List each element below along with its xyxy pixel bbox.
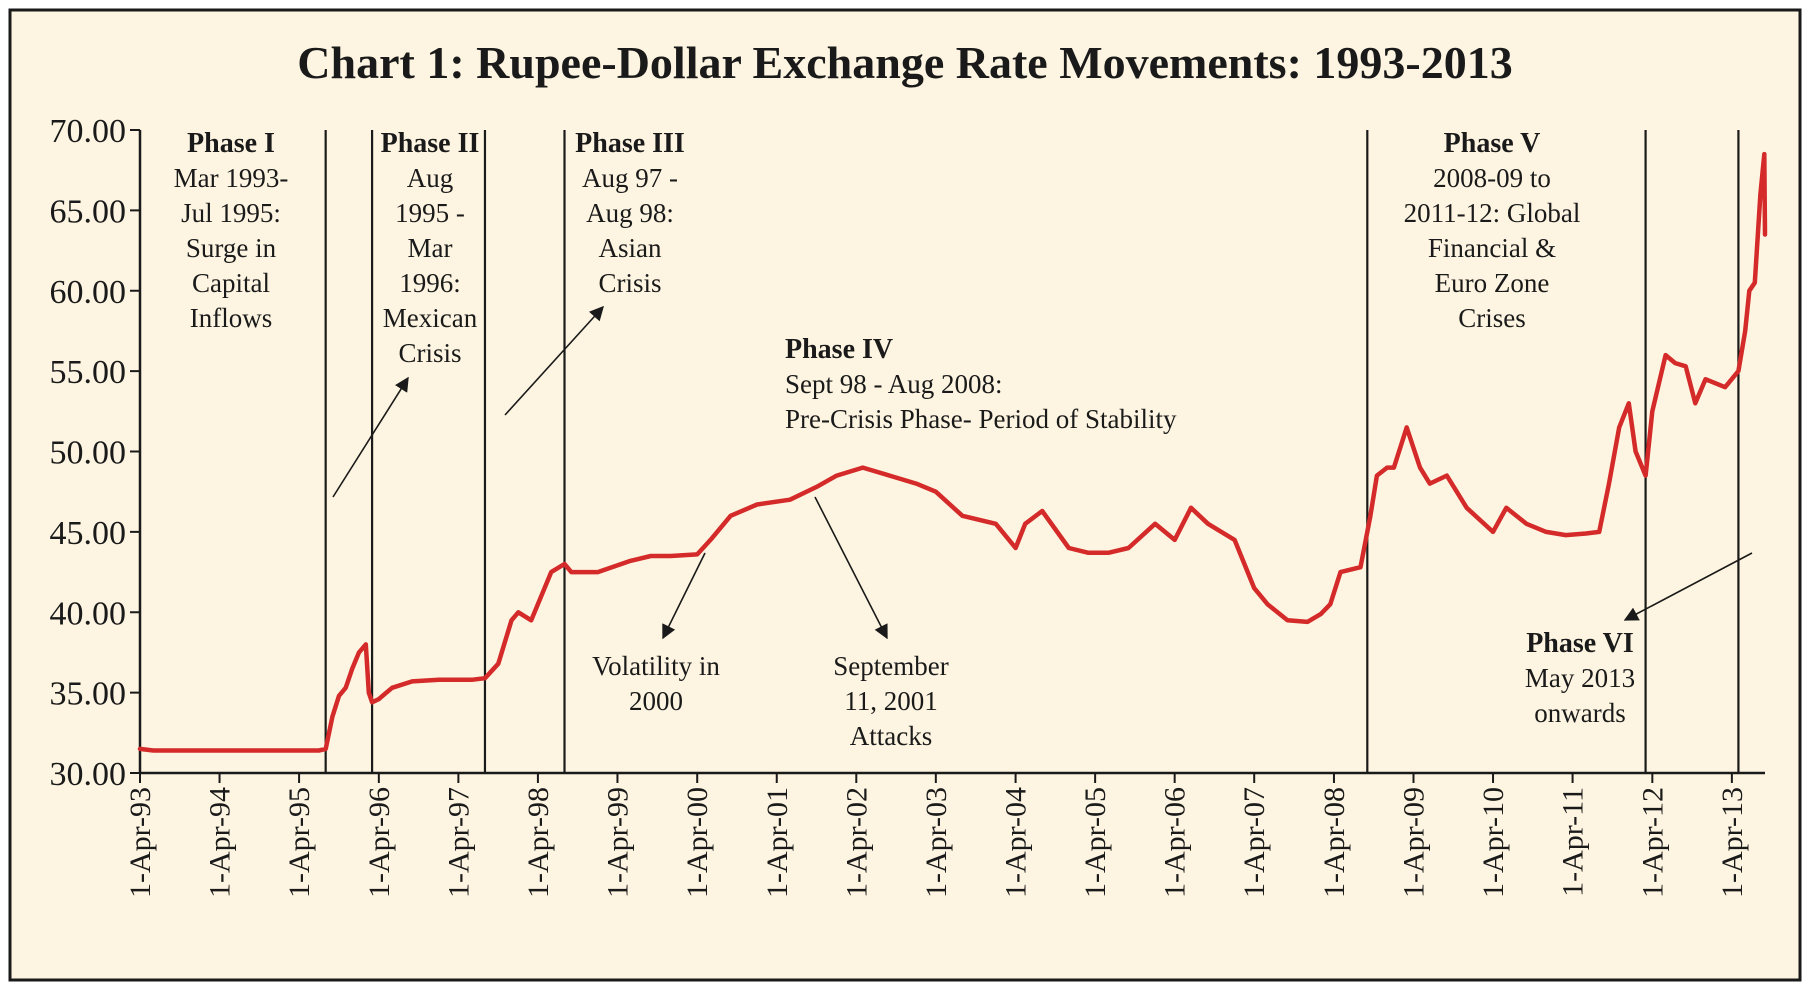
x-tick-label: 1-Apr-94 — [204, 787, 237, 898]
x-tick-label: 1-Apr-10 — [1477, 787, 1510, 898]
x-tick-label: 1-Apr-02 — [840, 787, 873, 898]
phase-6-line: onwards — [1534, 698, 1625, 728]
phase-3-line: Aug 97 - — [582, 163, 678, 193]
phase-3-title: Phase III — [575, 128, 685, 159]
phase-6-line: May 2013 — [1525, 663, 1635, 693]
phase-2-line: Mar — [408, 233, 453, 263]
x-tick-label: 1-Apr-98 — [522, 787, 555, 898]
annotation-arrow — [1623, 552, 1753, 621]
phase-1-title: Phase I — [187, 128, 275, 159]
x-tick-label: 1-Apr-12 — [1636, 787, 1669, 898]
phase-1-line: Surge in — [186, 233, 277, 263]
phase-4-title: Phase IV — [785, 334, 893, 365]
phase-2-line: Aug — [407, 163, 454, 193]
phase-2-line: 1995 - — [395, 198, 465, 228]
x-tick-label: 1-Apr-99 — [601, 787, 634, 898]
x-tick-label: 1-Apr-08 — [1318, 787, 1351, 898]
phase-2-line: Crisis — [398, 338, 461, 368]
x-tick-label: 1-Apr-00 — [681, 787, 714, 898]
phase-2-line: 1996: — [399, 268, 461, 298]
annotation-arrow — [504, 305, 604, 416]
x-tick-label: 1-Apr-13 — [1716, 787, 1749, 898]
y-tick-label: 60.00 — [50, 274, 127, 311]
phase-3-line: Asian — [599, 233, 662, 263]
phase-4-line: Pre-Crisis Phase- Period of Stability — [785, 404, 1177, 434]
y-tick-label: 50.00 — [50, 435, 127, 472]
sept-11-line: September — [833, 651, 948, 681]
phase-1-line: Inflows — [190, 303, 273, 333]
y-tick-label: 70.00 — [50, 113, 127, 150]
phase-1-line: Capital — [192, 268, 270, 298]
x-tick-label: 1-Apr-05 — [1079, 787, 1112, 898]
y-tick-label: 55.00 — [50, 354, 127, 391]
phase-2-line: Mexican — [383, 303, 478, 333]
exchange-rate-series-line — [137, 151, 1768, 753]
annotation-arrow — [814, 496, 888, 640]
volatility-2000-line: Volatility in — [592, 651, 720, 681]
y-tick-label: 30.00 — [50, 756, 127, 793]
x-tick-label: 1-Apr-07 — [1238, 787, 1271, 898]
phase-5-line: 2011-12: Global — [1404, 198, 1581, 228]
y-tick-label: 45.00 — [50, 515, 127, 552]
phase-5-line: Crises — [1458, 303, 1526, 333]
annotation-arrow — [662, 552, 706, 640]
phase-2-title: Phase II — [381, 128, 480, 159]
chart-background — [8, 8, 1802, 982]
sept-11-line: 11, 2001 — [844, 686, 938, 716]
phase-5-line: 2008-09 to — [1433, 163, 1551, 193]
y-tick-label: 40.00 — [50, 595, 127, 632]
sept-11-line: Attacks — [850, 721, 932, 751]
chart-title: Chart 1: Rupee-Dollar Exchange Rate Move… — [297, 37, 1512, 88]
x-tick-label: 1-Apr-03 — [920, 787, 953, 898]
y-tick-label: 65.00 — [50, 193, 127, 230]
volatility-2000-line: 2000 — [629, 686, 683, 716]
plot-area: 30.00 35.00 40.00 45.00 50.00 55.00 60.00 65.00… — [50, 113, 1768, 898]
x-tick-label: 1-Apr-11 — [1557, 787, 1590, 897]
x-tick-label: 1-Apr-93 — [124, 787, 157, 898]
x-tick-label: 1-Apr-01 — [761, 787, 794, 898]
phase-3-line: Crisis — [598, 268, 661, 298]
phase-3-line: Aug 98: — [586, 198, 674, 228]
phase-5-line: Financial & — [1428, 233, 1556, 263]
phase-6-title: Phase VI — [1526, 628, 1634, 659]
phase-1-line: Jul 1995: — [181, 198, 281, 228]
phase-1-line: Mar 1993- — [174, 163, 289, 193]
annotation-arrow — [332, 376, 409, 498]
phase-4-line: Sept 98 - Aug 2008: — [785, 369, 1003, 399]
x-tick-label: 1-Apr-04 — [1000, 787, 1033, 898]
x-tick-label: 1-Apr-97 — [442, 787, 475, 898]
x-tick-label: 1-Apr-96 — [363, 787, 396, 898]
phase-5-line: Euro Zone — [1435, 268, 1550, 298]
y-tick-label: 35.00 — [50, 676, 127, 713]
x-tick-label: 1-Apr-09 — [1398, 787, 1431, 898]
x-tick-label: 1-Apr-06 — [1159, 787, 1192, 898]
x-tick-label: 1-Apr-95 — [283, 787, 316, 898]
phase-5-title: Phase V — [1444, 128, 1541, 159]
